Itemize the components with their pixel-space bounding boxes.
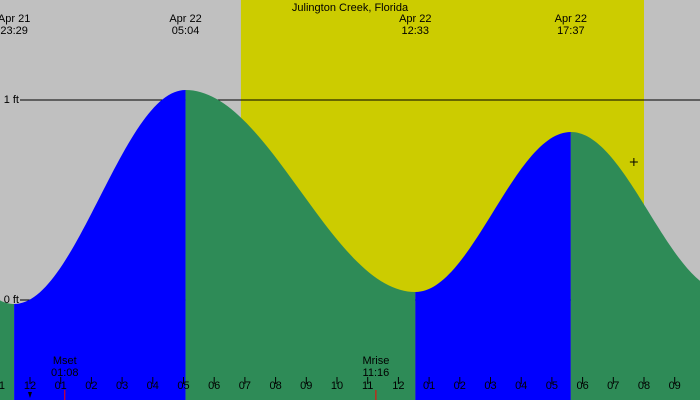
event-date: Apr 21 bbox=[0, 13, 30, 25]
moon-time: 01:08 bbox=[51, 367, 79, 379]
midnight-marker bbox=[27, 392, 32, 398]
now-marker bbox=[629, 158, 638, 166]
x-tick-label: 08 bbox=[638, 380, 650, 392]
x-tick-label: 12 bbox=[392, 380, 404, 392]
x-tick-label: 01 bbox=[423, 380, 435, 392]
event-date: Apr 22 bbox=[169, 13, 201, 25]
moon-event: Mrise bbox=[362, 355, 389, 367]
x-tick-label: 03 bbox=[116, 380, 128, 392]
x-tick-label: 11 bbox=[0, 380, 5, 392]
chart-title: Julington Creek, Florida bbox=[292, 2, 409, 14]
tide-segment bbox=[185, 90, 416, 400]
x-tick-label: 03 bbox=[484, 380, 496, 392]
x-tick-label: 09 bbox=[669, 380, 681, 392]
x-tick-label: 10 bbox=[331, 380, 343, 392]
x-tick-label: 07 bbox=[239, 380, 251, 392]
moon-event: Mset bbox=[53, 355, 77, 367]
tide-segment bbox=[14, 90, 186, 400]
event-date: Apr 22 bbox=[555, 13, 587, 25]
x-tick-label: 02 bbox=[85, 380, 97, 392]
x-tick-label: 09 bbox=[300, 380, 312, 392]
x-tick-label: 04 bbox=[515, 380, 527, 392]
x-tick-label: 05 bbox=[177, 380, 189, 392]
moon-time: 11:16 bbox=[363, 367, 390, 379]
tide-segment bbox=[415, 132, 571, 400]
x-tick-label: 07 bbox=[607, 380, 619, 392]
event-time: 17:37 bbox=[557, 25, 585, 37]
event-time: 05:04 bbox=[172, 25, 200, 37]
x-tick-label: 01 bbox=[55, 380, 67, 392]
x-tick-label: 08 bbox=[269, 380, 281, 392]
y-tick-label: 1 ft bbox=[4, 94, 19, 106]
x-tick-label: 06 bbox=[576, 380, 588, 392]
tide-segment bbox=[570, 132, 700, 400]
event-time: 23:29 bbox=[0, 25, 28, 37]
x-tick-label: 11 bbox=[362, 380, 373, 392]
event-time: 12:33 bbox=[402, 25, 430, 37]
x-tick-label: 05 bbox=[546, 380, 558, 392]
x-tick-label: 02 bbox=[454, 380, 466, 392]
x-tick-label: 04 bbox=[147, 380, 159, 392]
event-date: Apr 22 bbox=[399, 13, 431, 25]
tide-segment bbox=[0, 300, 15, 400]
x-tick-label: 06 bbox=[208, 380, 220, 392]
x-tick-label: 12 bbox=[24, 380, 36, 392]
y-tick-label: 0 ft bbox=[4, 294, 19, 306]
